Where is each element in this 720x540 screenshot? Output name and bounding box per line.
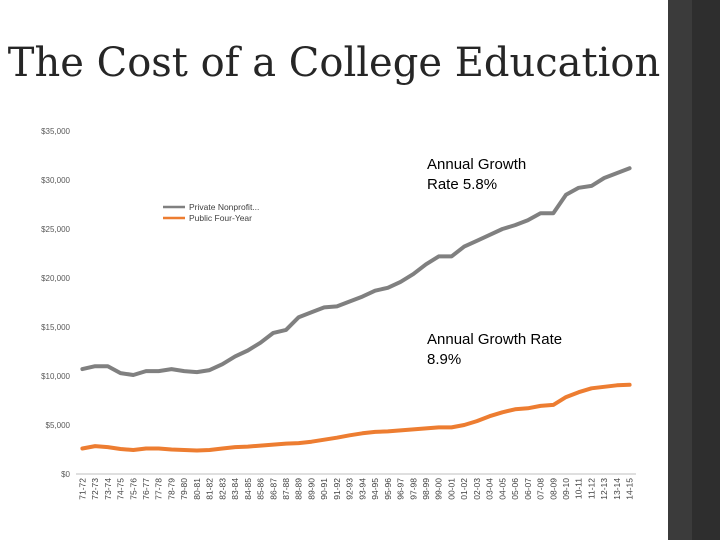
x-tick-label: 83-84 bbox=[230, 478, 240, 500]
x-tick-label: 07-08 bbox=[536, 478, 546, 500]
y-tick-label: $5,000 bbox=[46, 421, 71, 430]
x-tick-label: 08-09 bbox=[548, 478, 558, 500]
y-tick-label: $0 bbox=[61, 470, 70, 479]
legend-label: Private Nonprofit... bbox=[189, 202, 259, 212]
x-tick-label: 00-01 bbox=[446, 478, 456, 500]
x-tick-label: 82-83 bbox=[217, 478, 227, 500]
x-tick-label: 73-74 bbox=[103, 478, 113, 500]
slide-side-bar-dark bbox=[692, 0, 720, 540]
x-tick-label: 77-78 bbox=[154, 478, 164, 500]
x-tick-label: 74-75 bbox=[116, 478, 126, 500]
x-tick-label: 85-86 bbox=[256, 478, 266, 500]
x-tick-label: 78-79 bbox=[166, 478, 176, 500]
x-tick-label: 79-80 bbox=[179, 478, 189, 500]
x-tick-label: 93-94 bbox=[357, 478, 367, 500]
x-tick-label: 97-98 bbox=[408, 478, 418, 500]
series-line-private-nonprofit bbox=[80, 166, 632, 377]
x-tick-label: 80-81 bbox=[192, 478, 202, 500]
x-tick-label: 01-02 bbox=[459, 478, 469, 500]
x-tick-label: 88-89 bbox=[294, 478, 304, 500]
x-tick-label: 92-93 bbox=[345, 478, 355, 500]
y-tick-label: $20,000 bbox=[41, 274, 70, 283]
y-tick-label: $15,000 bbox=[41, 323, 70, 332]
x-tick-label: 12-13 bbox=[599, 478, 609, 500]
x-tick-label: 75-76 bbox=[128, 478, 138, 500]
x-tick-label: 96-97 bbox=[396, 478, 406, 500]
x-tick-label: 95-96 bbox=[383, 478, 393, 500]
x-tick-label: 86-87 bbox=[268, 478, 278, 500]
x-tick-label: 02-03 bbox=[472, 478, 482, 500]
x-tick-label: 71-72 bbox=[77, 478, 87, 500]
y-tick-label: $35,000 bbox=[41, 127, 70, 136]
x-tick-label: 13-14 bbox=[612, 478, 622, 500]
x-tick-label: 99-00 bbox=[434, 478, 444, 500]
x-tick-label: 98-99 bbox=[421, 478, 431, 500]
y-tick-label: $30,000 bbox=[41, 176, 70, 185]
x-tick-label: 10-11 bbox=[574, 478, 584, 499]
x-tick-label: 03-04 bbox=[485, 478, 495, 500]
chart-title: The Cost of a College Education bbox=[7, 40, 661, 86]
x-tick-label: 05-06 bbox=[510, 478, 520, 500]
private-growth-annotation: Annual Growth Rate 5.8% bbox=[427, 156, 527, 194]
x-tick-label: 94-95 bbox=[370, 478, 380, 500]
x-tick-label: 90-91 bbox=[319, 478, 329, 500]
x-tick-label: 84-85 bbox=[243, 478, 253, 500]
x-tick-label: 06-07 bbox=[523, 478, 533, 500]
x-tick-label: 14-15 bbox=[625, 478, 635, 500]
series-line-public-four-year bbox=[80, 382, 632, 453]
x-tick-label: 87-88 bbox=[281, 478, 291, 500]
x-tick-label: 81-82 bbox=[205, 478, 215, 500]
x-tick-label: 91-92 bbox=[332, 478, 342, 500]
x-tick-label: 89-90 bbox=[306, 478, 316, 500]
x-tick-label: 04-05 bbox=[497, 478, 507, 500]
y-tick-label: $10,000 bbox=[41, 372, 70, 381]
x-tick-label: 72-73 bbox=[90, 478, 100, 500]
legend-label: Public Four-Year bbox=[189, 213, 252, 223]
x-tick-label: 76-77 bbox=[141, 478, 151, 500]
x-tick-label: 11-12 bbox=[586, 478, 596, 499]
x-tick-label: 09-10 bbox=[561, 478, 571, 500]
public-growth-annotation: Annual Growth Rate 8.9% bbox=[427, 331, 563, 369]
y-tick-label: $25,000 bbox=[41, 225, 70, 234]
